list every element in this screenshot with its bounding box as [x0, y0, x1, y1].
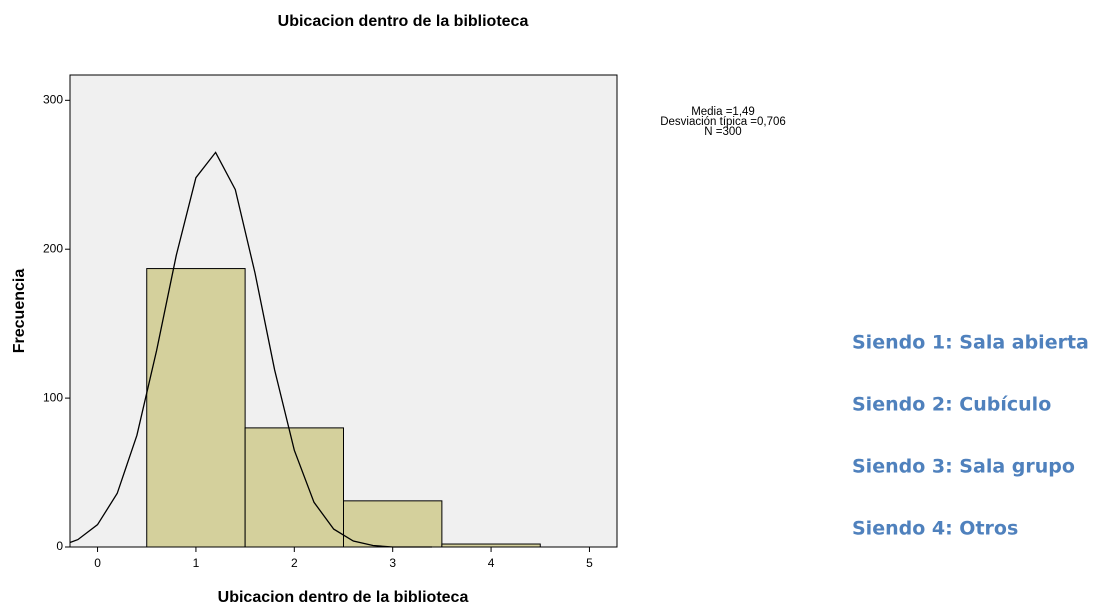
x-tick-label: 2	[291, 556, 298, 570]
x-tick-label: 3	[389, 556, 396, 570]
normal-curve	[69, 151, 432, 548]
bar	[146, 268, 246, 548]
bar	[441, 543, 541, 548]
y-tick-label: 200	[43, 241, 63, 255]
stats-text: N =300	[704, 126, 741, 138]
bar	[244, 427, 344, 548]
x-tick-label: 0	[94, 556, 101, 570]
y-tick-label: 100	[43, 390, 63, 404]
note-text: Siendo 1: Sala abierta	[852, 332, 1089, 354]
y-tick-label: 300	[43, 92, 63, 106]
y-tick-label: 0	[56, 539, 63, 553]
chart-title: Ubicacion dentro de la biblioteca	[278, 13, 529, 30]
x-tick-label: 1	[193, 556, 200, 570]
bar	[343, 500, 443, 548]
stats-text: Media =1,49	[691, 106, 755, 118]
note-text: Siendo 4: Otros	[852, 518, 1018, 540]
note-text: Siendo 3: Sala grupo	[852, 456, 1075, 478]
y-axis-label: Frecuencia	[11, 269, 28, 354]
x-axis-label: Ubicacion dentro de la biblioteca	[218, 589, 469, 606]
x-tick-label: 5	[586, 556, 593, 570]
stats-text: Desviación típica =0,706	[660, 116, 786, 128]
x-tick-label: 4	[488, 556, 495, 570]
note-text: Siendo 2: Cubículo	[852, 394, 1051, 416]
